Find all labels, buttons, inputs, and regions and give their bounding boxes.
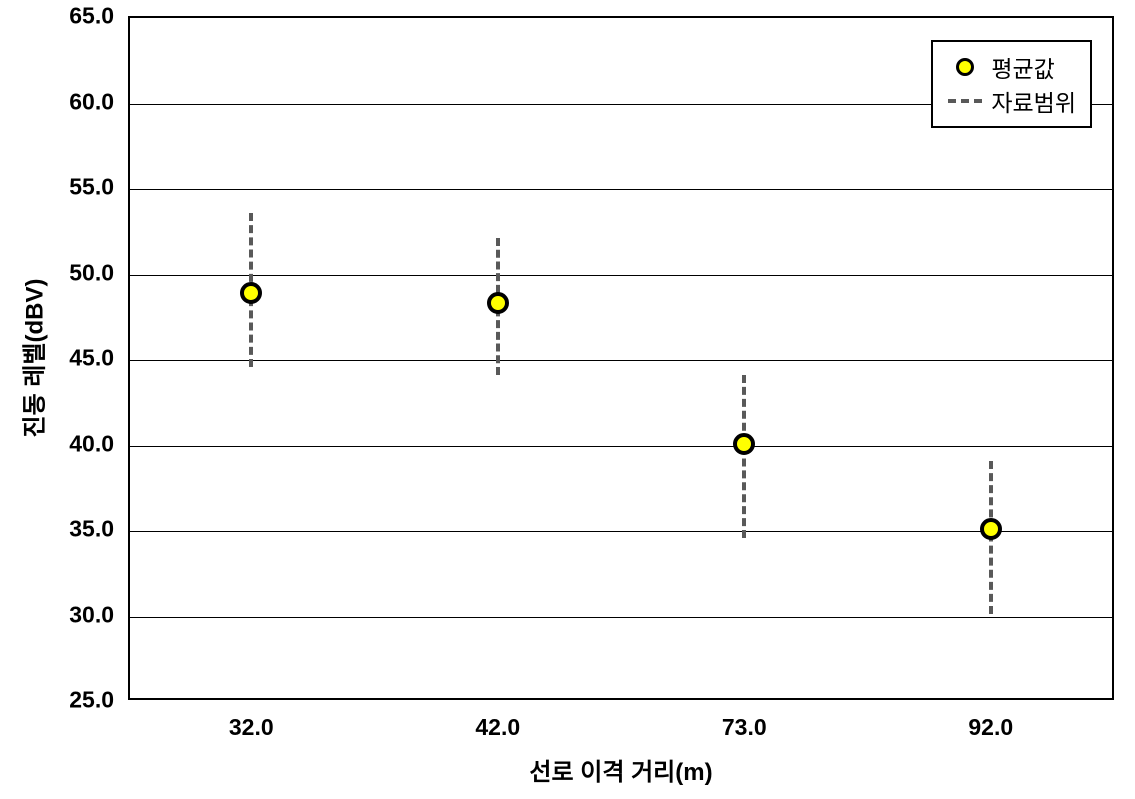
gridline: [130, 360, 1112, 361]
legend-label: 자료범위: [991, 84, 1076, 118]
legend-item: 평균값: [947, 50, 1076, 84]
mean-marker: [240, 282, 262, 304]
mean-marker: [980, 518, 1002, 540]
x-tick-label: 73.0: [722, 714, 767, 741]
y-tick-label: 25.0: [0, 687, 114, 714]
gridline: [130, 189, 1112, 190]
x-tick-label: 42.0: [475, 714, 520, 741]
y-tick-label: 45.0: [0, 345, 114, 372]
y-tick-label: 55.0: [0, 174, 114, 201]
mean-marker: [487, 292, 509, 314]
legend: 평균값자료범위: [931, 40, 1092, 128]
y-tick-label: 65.0: [0, 3, 114, 30]
legend-item: 자료범위: [947, 84, 1076, 118]
gridline: [130, 446, 1112, 447]
chart-container: 진동 레벨(dBV) 선로 이격 거리(m) 평균값자료범위 25.030.03…: [0, 0, 1135, 799]
legend-label: 평균값: [991, 50, 1054, 84]
y-tick-label: 40.0: [0, 430, 114, 457]
legend-marker-icon: [947, 54, 983, 80]
legend-dash-icon: [947, 88, 983, 114]
gridline: [130, 275, 1112, 276]
x-axis-label: 선로 이격 거리(m): [529, 752, 712, 787]
x-tick-label: 32.0: [229, 714, 274, 741]
mean-marker: [733, 433, 755, 455]
y-tick-label: 35.0: [0, 516, 114, 543]
y-tick-label: 30.0: [0, 601, 114, 628]
gridline: [130, 617, 1112, 618]
x-tick-label: 92.0: [968, 714, 1013, 741]
gridline: [130, 531, 1112, 532]
range-bar: [742, 375, 746, 537]
y-tick-label: 60.0: [0, 88, 114, 115]
y-tick-label: 50.0: [0, 259, 114, 286]
